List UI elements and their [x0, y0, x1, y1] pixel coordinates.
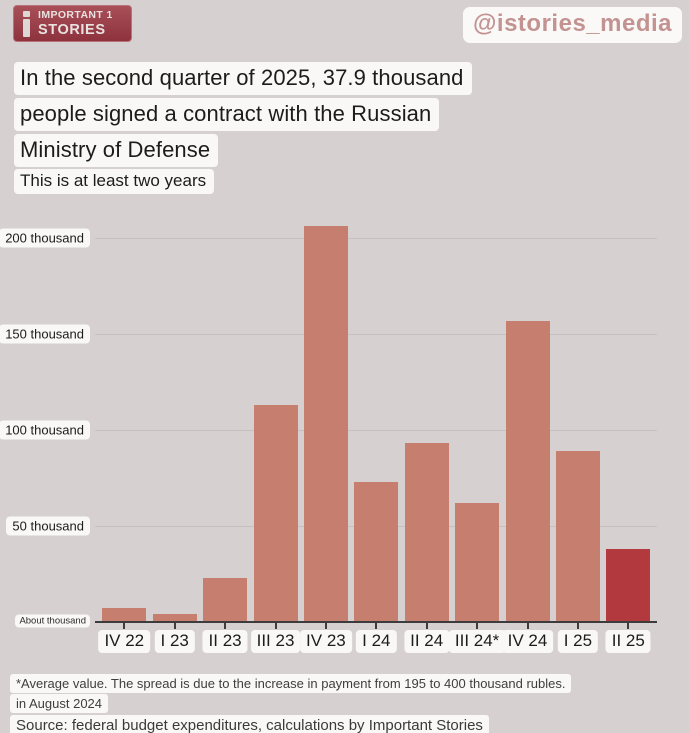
y-axis-label: About thousand	[15, 614, 90, 628]
x-axis-label: I 23	[154, 630, 195, 653]
logo-text: IMPORTANT 1 STORIES	[38, 10, 113, 37]
title-line-3: Ministry of Defense	[14, 134, 219, 167]
gridline-100k	[95, 429, 657, 431]
bar-ii-25	[606, 549, 651, 622]
bar-iii-23	[253, 405, 298, 622]
x-axis-label: II 25	[605, 630, 651, 653]
bar-i-25	[555, 451, 600, 622]
x-axis-line	[95, 621, 657, 623]
title-line-1: In the second quarter of 2025, 37.9 thou…	[14, 62, 472, 95]
x-axis-tick	[224, 623, 227, 629]
x-axis-label: IV 23	[300, 630, 352, 653]
gridline-200k	[95, 237, 657, 239]
x-axis-tick	[526, 623, 529, 629]
x-axis-tick	[375, 623, 378, 629]
chart-title: In the second quarter of 2025, 37.9 thou…	[14, 62, 472, 167]
bar-iv-24	[505, 320, 550, 622]
source-text: Source: federal budget expenditures, cal…	[10, 715, 489, 733]
x-axis-label: II 23	[202, 630, 248, 653]
x-axis-label: I 25	[557, 630, 599, 653]
logo-line-2: STORIES	[38, 21, 106, 38]
bar-i-23	[152, 614, 197, 622]
y-axis-label: 150 thousand	[0, 324, 90, 344]
bar-i-24	[354, 481, 399, 622]
gridline-150k	[95, 333, 657, 335]
istories-logo: IMPORTANT 1 STORIES	[13, 5, 132, 42]
logo-line-1: IMPORTANT 1	[38, 9, 113, 21]
x-axis-tick	[476, 623, 479, 629]
chart-subtitle: This is at least two years	[14, 169, 215, 194]
x-axis-tick	[576, 623, 579, 629]
x-axis-label: IV 22	[98, 630, 151, 653]
bar-iv-22	[102, 607, 147, 622]
bar-iii-24-	[455, 502, 500, 622]
y-axis-label: 100 thousand	[0, 420, 90, 440]
x-axis-label: I 24	[356, 630, 397, 653]
x-axis-tick	[425, 623, 428, 629]
x-axis-tick	[173, 623, 176, 629]
subtitle-text: This is at least two years	[14, 169, 215, 194]
social-media-handle: @istories_media	[463, 7, 682, 43]
x-axis-tick	[274, 623, 277, 629]
x-axis-label: III 24*	[448, 630, 506, 653]
footnote-block: *Average value. The spread is due to the…	[10, 674, 572, 733]
x-axis-label: III 23	[250, 630, 301, 653]
x-axis-label: IV 24	[501, 630, 554, 653]
x-axis-tick	[324, 623, 327, 629]
y-axis-label: 50 thousand	[6, 516, 90, 536]
x-axis-label: II 24	[404, 630, 450, 653]
footnote-line-1: *Average value. The spread is due to the…	[10, 674, 572, 693]
footnote-line-2: in August 2024	[10, 694, 109, 713]
x-axis-tick	[123, 623, 126, 629]
y-axis-label: 200 thousand	[0, 228, 90, 248]
i-letter-icon	[22, 10, 31, 37]
bar-ii-23	[203, 577, 248, 622]
bar-ii-24	[404, 443, 449, 622]
x-axis-tick	[627, 623, 630, 629]
bar-iv-23	[303, 226, 348, 622]
title-line-2: people signed a contract with the Russia…	[14, 98, 440, 131]
